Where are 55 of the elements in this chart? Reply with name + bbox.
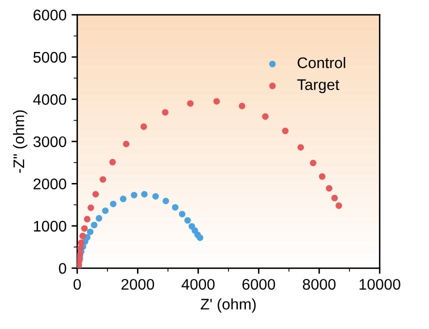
point (81, 225, 88, 232)
point (78, 240, 84, 246)
point (310, 160, 316, 166)
y-tick-label: 4000 (33, 94, 66, 105)
x-tick-label: 4000 (182, 278, 215, 290)
x-axis-title: Z' (ohm) (200, 298, 256, 313)
point (141, 190, 148, 198)
point (262, 113, 269, 120)
x-tick-label: 0 (74, 278, 81, 290)
point (86, 228, 94, 236)
point (172, 204, 178, 211)
point (90, 222, 98, 228)
point (92, 190, 99, 198)
x-tick-label: 6000 (242, 278, 276, 290)
point (196, 234, 204, 241)
point (152, 193, 159, 200)
x-tick-label: 8000 (302, 278, 336, 290)
point (162, 198, 170, 204)
point (187, 100, 194, 107)
point (88, 204, 94, 212)
point (100, 176, 106, 183)
point (110, 200, 116, 208)
y-tick-label: 3000 (33, 136, 66, 148)
point (178, 210, 186, 218)
point (297, 144, 304, 151)
point (102, 207, 109, 214)
y-tick-label: 0 (58, 263, 66, 274)
legend-label: Control (298, 56, 346, 68)
point (184, 217, 191, 224)
y-tick-label: 5000 (33, 52, 66, 63)
x-tick-label: 10000 (360, 278, 400, 290)
point (122, 140, 130, 148)
point (213, 98, 220, 105)
point (96, 215, 102, 222)
point (238, 102, 246, 110)
point (79, 232, 86, 240)
point (331, 194, 338, 202)
point (84, 216, 90, 222)
point (130, 192, 138, 198)
point (162, 109, 168, 116)
point (318, 173, 326, 180)
y-tick-label: 6000 (34, 10, 66, 20)
point (282, 128, 289, 134)
x-tick-label: 2000 (121, 278, 154, 290)
y-tick-label: 2000 (34, 178, 66, 190)
point (326, 185, 332, 192)
point (109, 158, 116, 166)
y-axis-title: -Z" (ohm) (13, 110, 28, 173)
point (120, 196, 126, 202)
point (140, 123, 148, 130)
point (77, 245, 84, 252)
y-tick-label: 1000 (34, 220, 66, 232)
legend-label: Target (297, 79, 340, 94)
point (77, 252, 84, 258)
point (336, 202, 342, 209)
